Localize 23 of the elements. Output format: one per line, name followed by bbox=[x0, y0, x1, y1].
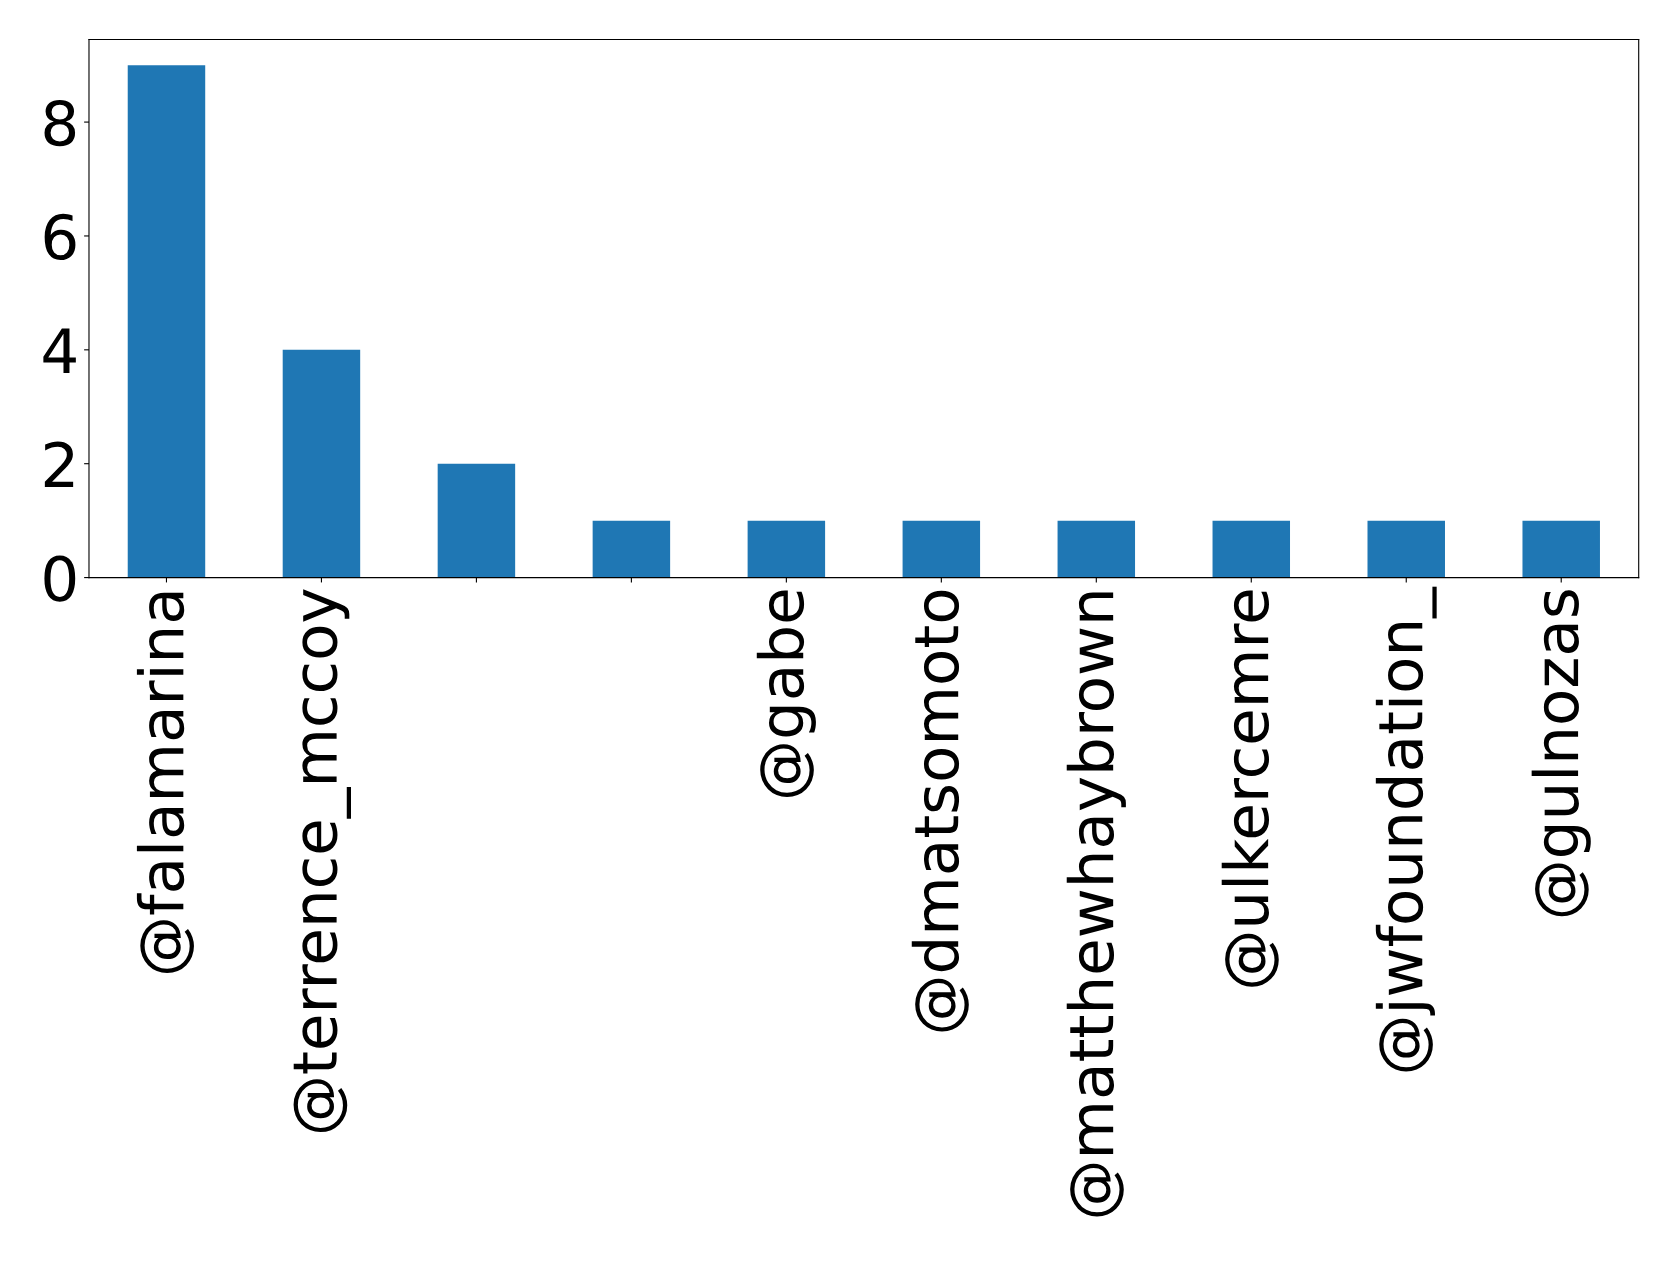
bar bbox=[592, 520, 671, 578]
y-tick-label: 8 bbox=[44, 99, 76, 147]
bar bbox=[437, 463, 516, 578]
x-tick-label: @gulnozas bbox=[1531, 590, 1591, 917]
y-tick-label: 4 bbox=[43, 328, 76, 374]
x-tick-label: @terrence_mccoy bbox=[293, 589, 352, 1133]
y-tick-label: 0 bbox=[44, 555, 76, 602]
bar bbox=[282, 349, 361, 578]
x-tick-label: @matthewhaybrown bbox=[1066, 592, 1126, 1217]
bar bbox=[747, 520, 826, 578]
y-tick-label: 6 bbox=[44, 213, 76, 261]
bar bbox=[1522, 520, 1600, 578]
x-tick-label: @falamarina bbox=[136, 592, 194, 974]
x-tick-label: @dmatsomoto bbox=[911, 590, 969, 1032]
x-tick-label: @jwfoundation_ bbox=[1375, 586, 1437, 1072]
x-tick-label: @ulkercemre bbox=[1221, 590, 1279, 987]
bar bbox=[1367, 520, 1445, 578]
x-tick-label: @gabe bbox=[756, 590, 816, 798]
bar bbox=[1057, 520, 1136, 578]
y-tick-label: 2 bbox=[44, 441, 74, 487]
bar bbox=[127, 65, 206, 578]
bar bbox=[902, 520, 981, 578]
bar bbox=[1212, 520, 1291, 578]
